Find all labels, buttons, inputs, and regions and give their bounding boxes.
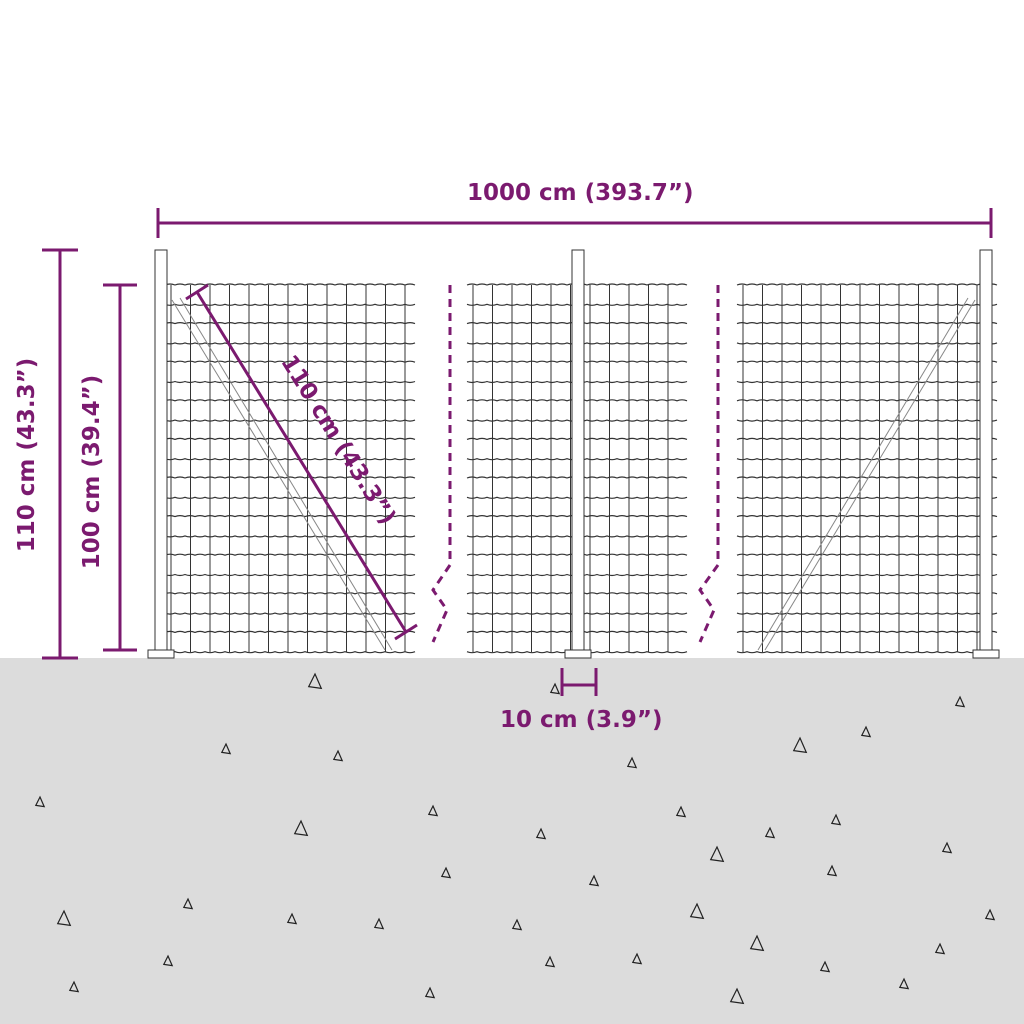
pebble-mark	[544, 955, 556, 968]
mesh-horizontal-wire	[164, 612, 416, 615]
mesh-horizontal-wire	[736, 419, 998, 422]
brace-left	[171, 297, 393, 651]
break-line	[431, 285, 452, 643]
post-left	[154, 249, 168, 651]
mesh-horizontal-wire	[736, 360, 998, 363]
mesh-horizontal-wire	[736, 283, 998, 286]
pebble-mark	[549, 682, 561, 695]
pebble-mark	[934, 942, 946, 955]
pebble-mark	[511, 918, 523, 931]
mesh-horizontal-wire	[164, 458, 416, 461]
brace-length-dimension	[185, 283, 418, 641]
break-line	[698, 285, 720, 643]
pebble-mark	[307, 672, 323, 690]
mesh-horizontal-wire	[164, 437, 416, 441]
mesh-horizontal-wire	[164, 380, 416, 384]
mesh-horizontal-wire	[164, 515, 416, 518]
post-base-plate	[147, 649, 175, 659]
mesh-horizontal-wire	[736, 458, 998, 461]
mesh-horizontal-wire	[164, 592, 416, 595]
mesh-horizontal-wire	[736, 612, 998, 615]
mesh-horizontal-wire	[736, 553, 998, 556]
mesh-horizontal-wire	[164, 283, 416, 286]
pebble-mark	[830, 813, 842, 826]
pebble-mark	[826, 864, 838, 877]
pebble-mark	[56, 909, 72, 927]
mesh-horizontal-wire	[736, 322, 998, 325]
mesh-horizontal-wire	[736, 380, 998, 384]
mesh-horizontal-wire	[164, 399, 416, 402]
mesh-horizontal-wire	[736, 651, 998, 654]
brace-right	[757, 297, 976, 651]
post-base-plate	[972, 649, 1000, 659]
mesh-horizontal-wire	[736, 592, 998, 595]
pebble-mark	[427, 804, 439, 817]
pebble-mark	[709, 845, 725, 863]
mesh-horizontal-wire	[736, 496, 998, 499]
pebble-mark	[941, 841, 953, 854]
pebble-mark	[675, 805, 687, 818]
pebble-mark	[860, 725, 872, 738]
total-length-dimension	[156, 208, 993, 238]
pebble-mark	[182, 897, 194, 910]
mesh-horizontal-wire	[736, 573, 998, 577]
total-length-label: 1000 cm (393.7”)	[467, 180, 694, 206]
pebble-mark	[373, 917, 385, 930]
pebble-mark	[34, 795, 46, 808]
mesh-height-dimension	[103, 283, 137, 652]
mesh-horizontal-wire	[164, 535, 416, 538]
mesh-horizontal-wire	[164, 322, 416, 325]
post-height-dimension	[42, 248, 78, 660]
pebble-mark	[440, 866, 452, 879]
mesh-height-label: 100 cm (39.4”)	[79, 374, 105, 570]
pebble-mark	[626, 756, 638, 769]
post-height-label: 110 cm (43.3”)	[14, 357, 40, 553]
pebble-mark	[898, 977, 910, 990]
pebble-mark	[424, 986, 436, 999]
mesh-horizontal-wire	[736, 476, 998, 479]
pebble-mark	[984, 908, 996, 921]
mesh-horizontal-wire	[164, 553, 416, 556]
pebble-mark	[819, 960, 831, 973]
pebble-mark	[792, 736, 808, 754]
pebble-mark	[286, 912, 298, 925]
mesh-horizontal-wire	[164, 651, 416, 654]
pebble-mark	[220, 742, 232, 755]
post-spacing-label: 10 cm (3.9”)	[500, 707, 663, 733]
pebble-mark	[588, 874, 600, 887]
mesh-horizontal-wire	[736, 535, 998, 538]
mesh-horizontal-wire	[736, 303, 998, 306]
mesh-horizontal-wire	[164, 573, 416, 577]
pebble-mark	[954, 695, 966, 708]
post-spacing-dimension	[560, 668, 598, 696]
mesh-horizontal-wire	[736, 515, 998, 518]
mesh-horizontal-wire	[736, 630, 998, 634]
mesh-horizontal-wire	[736, 399, 998, 402]
mesh-horizontal-wire	[164, 496, 416, 499]
mesh-horizontal-wire	[736, 437, 998, 441]
post-base-plate	[564, 649, 592, 659]
pebble-mark	[68, 980, 80, 993]
mesh-horizontal-wire	[736, 342, 998, 345]
post-right	[979, 249, 993, 651]
mesh-horizontal-wire	[164, 342, 416, 345]
pebble-mark	[729, 987, 745, 1005]
pebble-mark	[293, 819, 309, 837]
pebble-mark	[764, 826, 776, 839]
pebble-mark	[631, 952, 643, 965]
mesh-horizontal-wire	[164, 360, 416, 363]
pebble-mark	[749, 934, 765, 952]
pebble-mark	[162, 954, 174, 967]
pebble-mark	[535, 827, 547, 840]
mesh-horizontal-wire	[164, 419, 416, 422]
pebble-mark	[332, 749, 344, 762]
mesh-horizontal-wire	[164, 630, 416, 634]
mesh-horizontal-wire	[164, 303, 416, 306]
pebble-mark	[689, 902, 705, 920]
post-middle	[571, 249, 585, 651]
mesh-horizontal-wire	[164, 476, 416, 479]
